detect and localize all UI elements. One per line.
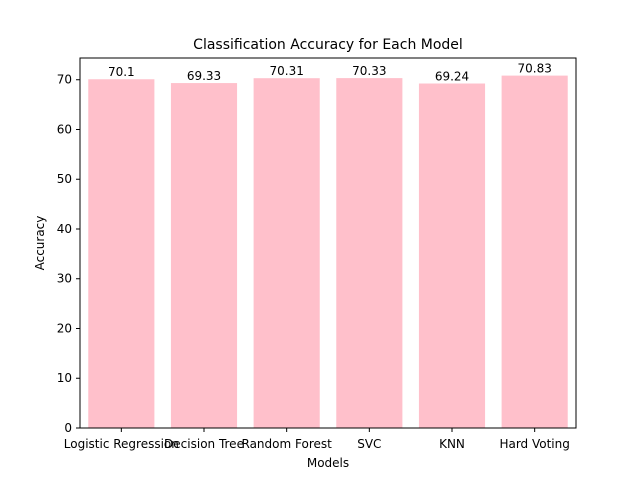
bar-value-label-5: 70.83 [517, 62, 551, 76]
bar-3 [336, 78, 403, 429]
chart-title: Classification Accuracy for Each Model [193, 37, 463, 53]
y-axis-label: Accuracy [33, 216, 47, 271]
y-tick-label-7: 70 [57, 73, 72, 87]
x-tick-label-5: Hard Voting [499, 437, 569, 451]
y-tick-label-0: 0 [64, 421, 72, 435]
x-tick-label-3: SVC [357, 437, 381, 451]
x-tick-label-2: Random Forest [242, 437, 333, 451]
plot-frame [79, 57, 577, 429]
bar-5 [501, 75, 568, 428]
y-tick-label-2: 20 [57, 321, 72, 335]
y-tick-label-3: 30 [57, 272, 72, 286]
bar-4 [418, 83, 486, 428]
bar-value-label-0: 70.1 [108, 65, 135, 79]
y-tick-label-4: 40 [57, 222, 72, 236]
bar-value-label-3: 70.33 [352, 64, 386, 78]
x-tick-label-0: Logistic Regression [64, 437, 179, 451]
y-tick-label-6: 60 [57, 122, 72, 136]
bar-labels-group: 70.1 69.33 70.31 70.33 69.24 70.83 [108, 62, 552, 84]
bar-2 [253, 78, 320, 428]
y-tick-label-1: 10 [57, 371, 72, 385]
x-tick-label-1: Decision Tree [164, 437, 244, 451]
bar-value-label-4: 69.24 [435, 70, 469, 84]
bar-1 [170, 83, 238, 429]
y-axis: 0 10 20 30 40 50 60 70 [57, 73, 80, 435]
bars-group [88, 75, 568, 429]
bar-0 [88, 79, 155, 429]
y-tick-label-5: 50 [57, 172, 72, 186]
x-tick-label-4: KNN [439, 437, 465, 451]
bar-value-label-2: 70.31 [269, 64, 303, 78]
bar-value-label-1: 69.33 [187, 69, 221, 83]
x-axis-label: Models [307, 456, 349, 470]
